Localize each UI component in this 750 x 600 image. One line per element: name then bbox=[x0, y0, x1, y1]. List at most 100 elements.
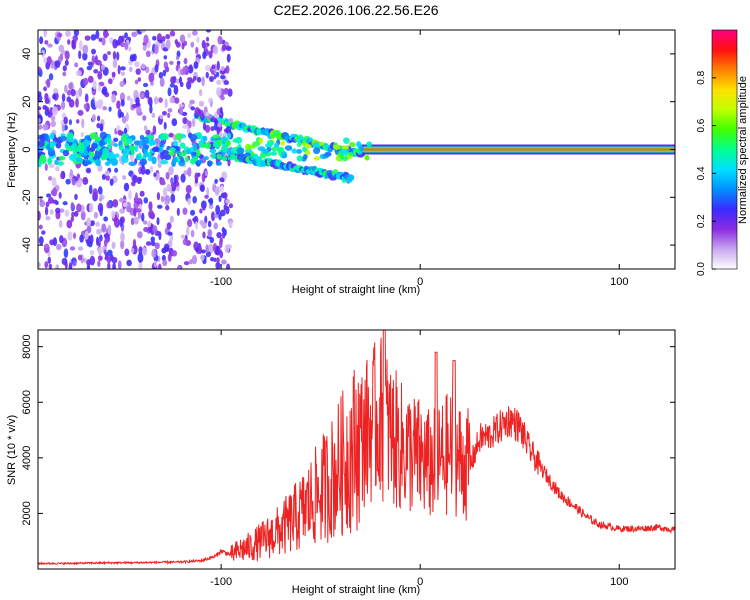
noise-core bbox=[134, 144, 139, 153]
noise-core bbox=[69, 153, 77, 162]
noise-speck bbox=[163, 243, 170, 252]
noise-speck bbox=[153, 172, 157, 177]
noise-speck bbox=[204, 194, 209, 199]
noise-speck bbox=[133, 208, 137, 217]
snr-series-line bbox=[38, 330, 675, 566]
noise-core bbox=[57, 161, 65, 166]
snr-frame bbox=[37, 329, 676, 570]
noise-speck bbox=[153, 96, 159, 105]
noise-speck bbox=[212, 45, 219, 55]
noise-speck bbox=[161, 110, 167, 116]
noise-speck bbox=[191, 117, 196, 128]
noise-speck bbox=[112, 39, 118, 49]
noise-speck bbox=[107, 249, 113, 257]
colorbar-tick-label: 0.0 bbox=[696, 262, 707, 276]
noise-speck bbox=[190, 209, 196, 216]
noise-speck bbox=[146, 220, 152, 228]
noise-core bbox=[83, 160, 92, 165]
noise-core bbox=[75, 157, 83, 163]
noise-core bbox=[211, 151, 216, 160]
spectrogram-axes: -100 0 100 -40 -20 0 20 40 bbox=[21, 30, 675, 288]
noise-speck bbox=[45, 215, 51, 221]
noise-core bbox=[176, 157, 181, 163]
noise-speck bbox=[194, 221, 199, 230]
transition-blob bbox=[296, 155, 303, 162]
noise-speck bbox=[111, 241, 116, 250]
noise-speck bbox=[120, 66, 126, 71]
noise-speck bbox=[68, 262, 73, 269]
noise-speck bbox=[125, 111, 129, 122]
snr-axes: -100 0 100 2000 4000 6000 8000 bbox=[21, 330, 675, 588]
noise-speck bbox=[96, 122, 101, 129]
noise-speck bbox=[78, 50, 82, 60]
noise-speck bbox=[128, 46, 132, 52]
noise-speck bbox=[227, 88, 233, 97]
noise-speck bbox=[58, 192, 62, 199]
noise-speck bbox=[69, 169, 74, 177]
noise-speck bbox=[170, 177, 174, 185]
noise-speck bbox=[111, 256, 118, 264]
noise-speck bbox=[167, 108, 173, 113]
noise-speck bbox=[216, 231, 222, 239]
noise-speck bbox=[80, 132, 84, 138]
noise-speck bbox=[213, 257, 217, 263]
transition-blob bbox=[312, 142, 320, 149]
noise-core bbox=[135, 155, 141, 161]
noise-core bbox=[128, 161, 137, 167]
noise-speck bbox=[210, 211, 216, 222]
noise-core bbox=[151, 156, 157, 165]
noise-speck bbox=[165, 66, 170, 73]
noise-speck bbox=[137, 252, 144, 263]
noise-speck bbox=[225, 65, 230, 74]
noise-speck bbox=[179, 34, 186, 43]
noise-core bbox=[139, 134, 145, 141]
noise-speck bbox=[51, 177, 57, 187]
noise-speck bbox=[132, 174, 138, 184]
transition-blob bbox=[324, 151, 332, 157]
noise-speck bbox=[101, 37, 106, 46]
noise-speck bbox=[91, 113, 96, 122]
noise-speck bbox=[103, 238, 108, 247]
noise-speck bbox=[55, 207, 61, 214]
transition-blob bbox=[366, 141, 373, 147]
noise-speck bbox=[117, 64, 121, 75]
noise-speck bbox=[82, 44, 89, 54]
noise-speck bbox=[147, 96, 151, 105]
noise-speck bbox=[107, 78, 113, 85]
noise-core bbox=[175, 132, 183, 141]
noise-speck bbox=[97, 260, 101, 268]
noise-speck bbox=[82, 176, 89, 185]
noise-speck bbox=[204, 124, 211, 133]
noise-speck bbox=[53, 88, 59, 94]
noise-core bbox=[62, 149, 70, 157]
noise-speck bbox=[196, 76, 202, 83]
noise-speck bbox=[144, 89, 150, 99]
noise-speck bbox=[106, 255, 112, 264]
noise-speck bbox=[148, 72, 155, 83]
transition-blob bbox=[257, 146, 266, 152]
noise-speck bbox=[222, 192, 228, 199]
noise-core bbox=[122, 148, 130, 157]
noise-speck bbox=[88, 184, 93, 195]
noise-speck bbox=[87, 241, 93, 248]
noise-core bbox=[202, 135, 208, 142]
noise-speck bbox=[129, 97, 134, 106]
noise-speck bbox=[52, 187, 58, 197]
noise-speck bbox=[209, 237, 215, 244]
noise-speck bbox=[205, 244, 209, 253]
noise-speck bbox=[169, 30, 176, 37]
noise-speck bbox=[162, 69, 167, 77]
transition-blob bbox=[296, 148, 302, 154]
noise-speck bbox=[97, 71, 103, 80]
noise-speck bbox=[102, 53, 108, 62]
noise-speck bbox=[120, 71, 126, 77]
noise-speck bbox=[44, 163, 48, 171]
noise-speck bbox=[111, 93, 117, 103]
noise-core bbox=[190, 151, 197, 156]
noise-speck bbox=[38, 210, 41, 221]
colorbar-tick-label: 0.2 bbox=[696, 214, 707, 228]
noise-speck bbox=[137, 111, 143, 116]
noise-speck bbox=[165, 205, 170, 211]
noise-speck bbox=[72, 260, 77, 267]
noise-speck bbox=[93, 69, 99, 74]
